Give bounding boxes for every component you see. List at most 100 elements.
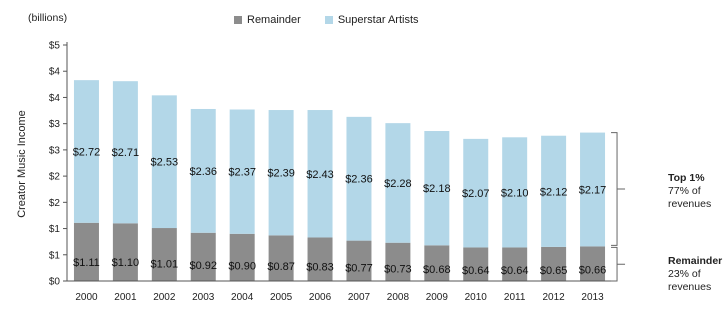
bar-remainder xyxy=(502,247,528,281)
bar-remainder xyxy=(73,222,99,281)
bar-superstar xyxy=(268,110,294,236)
bar-superstar xyxy=(346,116,372,241)
data-label-remainder: $0.68 xyxy=(423,264,451,276)
x-tick-label: 2001 xyxy=(114,292,137,303)
data-label-remainder: $0.65 xyxy=(540,265,568,277)
data-label-superstar: $2.36 xyxy=(189,166,217,178)
x-tick-label: 2010 xyxy=(465,292,488,303)
bar-superstar xyxy=(463,138,489,248)
y-tick-label: $4 xyxy=(49,67,61,78)
data-label-superstar: $2.17 xyxy=(579,184,607,196)
data-label-superstar: $2.18 xyxy=(423,183,451,195)
data-label-superstar: $2.72 xyxy=(73,146,101,158)
annotation-top-line2: revenues xyxy=(668,198,712,210)
x-tick-label: 2003 xyxy=(192,292,215,303)
y-tick-label: $3 xyxy=(49,145,61,156)
x-tick-label: 2012 xyxy=(542,292,565,303)
legend-label-superstar: Superstar Artists xyxy=(337,14,419,26)
bar-superstar xyxy=(229,109,255,234)
bar-superstar xyxy=(580,132,606,247)
data-label-remainder: $0.77 xyxy=(345,263,373,275)
bar-remainder xyxy=(229,233,255,281)
y-tick-label: $2 xyxy=(49,172,61,183)
legend-swatch-superstar xyxy=(324,16,333,24)
bar-remainder xyxy=(190,232,216,281)
data-label-superstar: $2.07 xyxy=(462,188,490,200)
bar-remainder xyxy=(346,240,372,281)
data-label-remainder: $0.90 xyxy=(228,260,256,272)
legend: Remainder Superstar Artists xyxy=(234,14,419,26)
y-axis: $0 $1 $1 $2 $2 $3 $3 $4 $4 $5 xyxy=(49,41,68,288)
data-label-superstar: $2.37 xyxy=(228,167,256,179)
annotation-bottom-line1: 23% of xyxy=(668,268,701,280)
bar-remainder xyxy=(541,246,567,281)
bar-superstar xyxy=(541,135,567,247)
bars: $1.11 $2.72 $1.10 $2.71 $1.01 $2.53 $0.92 $2.36… xyxy=(73,80,607,281)
annotation-bottom-title: Remainder xyxy=(668,255,723,267)
legend-item-remainder: Remainder xyxy=(234,14,301,26)
x-tick-label: 2004 xyxy=(231,292,254,303)
x-tick-label: 2007 xyxy=(348,292,371,303)
data-label-superstar: $2.10 xyxy=(501,187,529,199)
data-label-remainder: $0.87 xyxy=(267,261,295,273)
data-label-remainder: $1.10 xyxy=(112,257,140,269)
annotation-top-line1: 77% of xyxy=(668,185,701,197)
bar-superstar xyxy=(151,95,177,229)
annotation-bottom: Remainder 23% of revenues xyxy=(668,255,722,294)
legend-label-remainder: Remainder xyxy=(247,14,301,26)
data-label-superstar: $2.71 xyxy=(112,147,140,159)
bar-remainder xyxy=(463,247,489,281)
bar-remainder xyxy=(424,245,450,281)
annotation-bottom-line2: revenues xyxy=(668,281,712,293)
bar-remainder xyxy=(112,223,138,281)
bar-superstar xyxy=(424,131,450,246)
legend-item-superstar: Superstar Artists xyxy=(324,14,419,26)
x-tick-label: 2000 xyxy=(75,292,98,303)
annotation-top-title: Top 1% xyxy=(668,172,705,184)
bar-superstar xyxy=(307,110,333,238)
data-label-superstar: $2.28 xyxy=(384,178,412,190)
x-tick-label: 2013 xyxy=(581,292,604,303)
bar-superstar xyxy=(190,108,216,233)
x-axis: 2000 2001 2002 2003 2004 2005 2006 2007 2008 2009… xyxy=(67,280,612,303)
data-label-remainder: $1.11 xyxy=(73,257,100,269)
x-tick-label: 2006 xyxy=(309,292,332,303)
bar-remainder xyxy=(151,228,177,281)
data-label-remainder: $0.64 xyxy=(462,265,490,277)
data-label-remainder: $0.66 xyxy=(579,265,607,277)
y-tick-label: $0 xyxy=(49,277,61,288)
bar-remainder xyxy=(307,237,333,281)
x-tick-label: 2008 xyxy=(387,292,410,303)
data-label-remainder: $1.01 xyxy=(151,259,179,271)
bracket-bottom xyxy=(611,246,626,282)
unit-note: (billions) xyxy=(28,12,68,24)
data-label-remainder: $0.83 xyxy=(306,262,334,274)
data-label-remainder: $0.64 xyxy=(501,265,529,277)
data-label-superstar: $2.12 xyxy=(540,186,568,198)
bar-superstar xyxy=(73,80,99,223)
x-tick-label: 2011 xyxy=(504,292,526,303)
x-tick-label: 2002 xyxy=(153,292,176,303)
x-tick-label: 2005 xyxy=(270,292,293,303)
bracket-top xyxy=(611,132,626,246)
y-tick-label: $2 xyxy=(49,198,61,209)
y-tick-label: $5 xyxy=(49,41,61,52)
bar-superstar xyxy=(502,137,528,248)
data-label-remainder: $0.92 xyxy=(189,260,217,272)
y-tick-label: $1 xyxy=(49,250,61,261)
y-tick-label: $3 xyxy=(49,119,61,130)
data-label-superstar: $2.36 xyxy=(345,174,373,186)
data-label-superstar: $2.39 xyxy=(267,168,295,180)
legend-swatch-remainder xyxy=(234,16,242,24)
data-label-superstar: $2.53 xyxy=(151,157,179,169)
data-label-superstar: $2.43 xyxy=(306,169,334,181)
y-tick-label: $4 xyxy=(49,93,61,104)
brackets xyxy=(611,132,626,282)
x-tick-label: 2009 xyxy=(426,292,449,303)
bar-remainder xyxy=(385,242,411,281)
bar-remainder xyxy=(580,246,606,281)
data-label-remainder: $0.73 xyxy=(384,263,412,275)
bar-remainder xyxy=(268,235,294,281)
bar-superstar xyxy=(385,123,411,243)
